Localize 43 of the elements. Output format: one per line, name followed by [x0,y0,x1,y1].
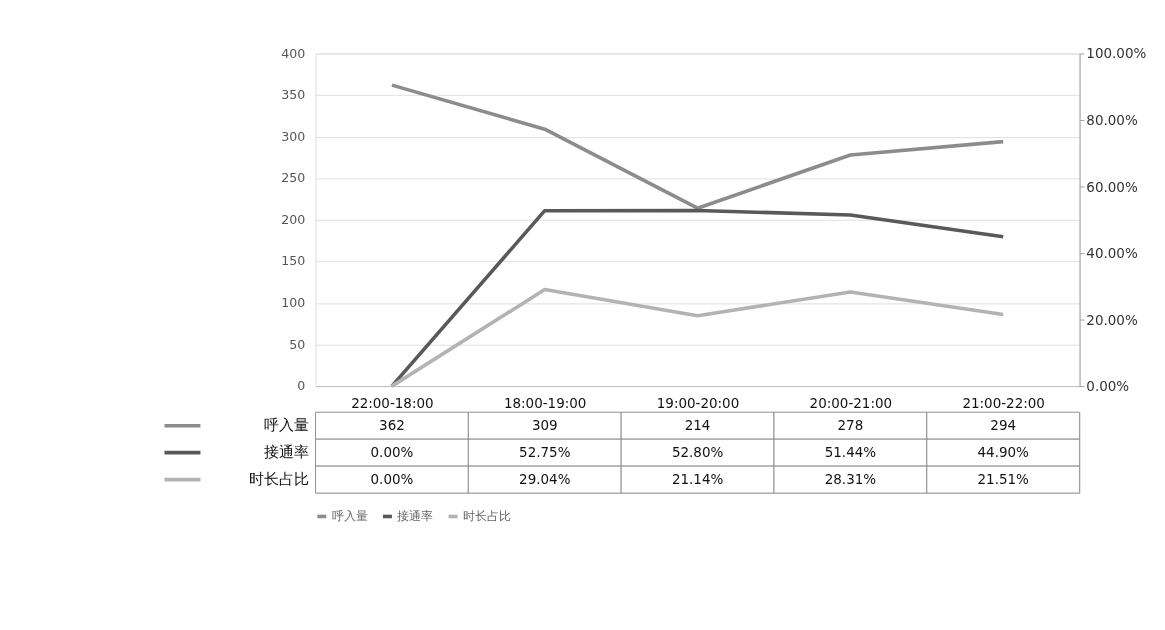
data-label: 51.44% [824,444,877,461]
data-label: 309 [531,417,558,434]
y2-tick-label: 0.00% [1086,378,1130,395]
data-label: 278 [837,417,864,434]
text: 接通率 [263,443,309,462]
data-label: 0.00% [370,444,414,461]
y-tick-label: 200 [281,211,306,227]
y2-tick-label: 100.00% [1086,45,1147,62]
y-tick-label: 350 [281,87,306,103]
data-label: 44.90% [977,444,1030,461]
line-series [390,83,1005,210]
line-series [390,208,1005,388]
y-tick-label: 50 [289,336,306,352]
x-tick-label: 21:00-22:00 [962,395,1045,412]
text: 呼入量 [263,416,309,435]
x-tick-label: 20:00-21:00 [809,395,893,412]
x-tick-label: 22:00-18:00 [351,395,434,412]
y-tick-label: 300 [281,128,306,144]
y-tick-label: 100 [281,295,306,311]
data-label: 214 [684,417,711,434]
data-label: 294 [990,417,1017,434]
y-tick-label: 250 [281,170,306,186]
y-tick-label: 0 [297,378,306,394]
data-label: 362 [379,417,405,434]
text: 时长占比 [248,470,309,489]
data-label: 0.00% [370,471,414,488]
data-label: 29.04% [519,471,571,488]
y-tick-label: 150 [281,253,306,269]
y2-tick-label: 20.00% [1086,311,1138,328]
y2-tick-label: 60.00% [1086,178,1138,195]
data-label: 21.51% [977,471,1030,488]
data-label: 28.31% [824,471,877,488]
legend-label: 接通率 [397,509,434,524]
y-tick-label: 400 [281,45,306,61]
x-tick-label: 18:00-19:00 [503,395,587,412]
legend-label: 呼入量 [331,509,368,524]
data-label: 21.14% [671,471,724,488]
data-label: 52.80% [671,444,724,461]
legend-label: 时长占比 [462,509,511,524]
y2-tick-label: 40.00% [1086,245,1138,262]
data-label: 52.75% [519,444,571,461]
x-tick-label: 19:00-20:00 [656,395,740,412]
y2-tick-label: 80.00% [1086,111,1138,128]
